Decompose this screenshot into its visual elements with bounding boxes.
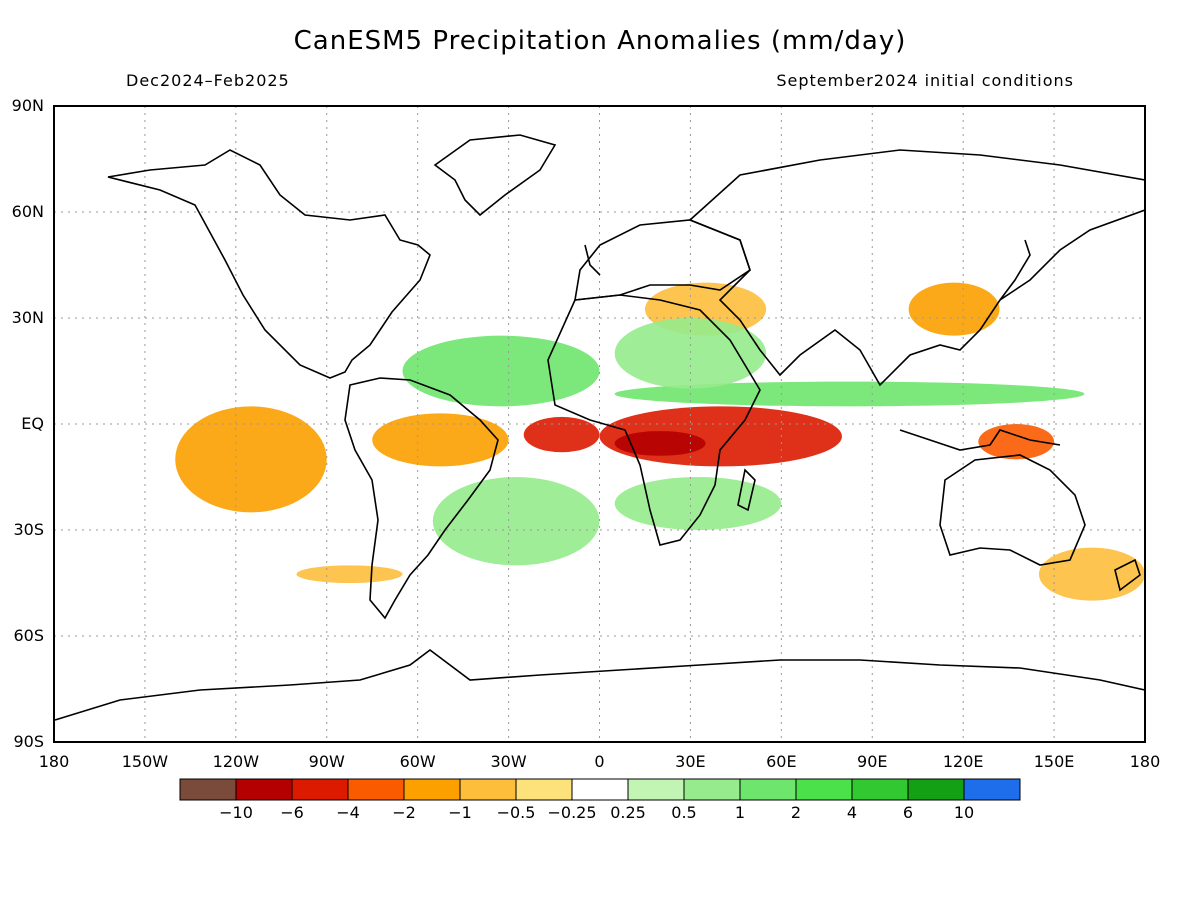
forecast-period: Dec2024–Feb2025 xyxy=(126,71,290,90)
coastline-australia xyxy=(939,454,1086,566)
coastline-europe xyxy=(574,219,751,301)
colorbar-swatch xyxy=(907,778,965,801)
colorbar-tick-label: −2 xyxy=(392,803,416,822)
longitude-label: 150E xyxy=(1033,752,1075,771)
longitude-label: 120E xyxy=(942,752,984,771)
anomaly-west-pacific-wet xyxy=(402,335,600,407)
colorbar-swatch xyxy=(571,778,629,801)
colorbar-swatch xyxy=(627,778,685,801)
colorbar-tick-label: 1 xyxy=(734,803,746,822)
colorbar-swatch xyxy=(683,778,741,801)
colorbar xyxy=(179,778,1021,801)
latitude-label: 90N xyxy=(11,96,44,115)
anomaly-north-pacific-wet xyxy=(614,318,767,389)
colorbar-swatch xyxy=(459,778,517,801)
longitude-label: 30W xyxy=(490,752,527,771)
coastline-indonesia xyxy=(899,429,1061,451)
coastline-antarctica xyxy=(54,649,1146,721)
map-frame xyxy=(53,105,1146,743)
longitude-label: 0 xyxy=(594,752,605,771)
anomaly-australia-wet xyxy=(432,477,600,566)
colorbar-tick-label: −0.5 xyxy=(496,803,536,822)
colorbar-tick-label: −4 xyxy=(336,803,360,822)
initial-conditions: September2024 initial conditions xyxy=(776,71,1074,90)
latitude-label: 60N xyxy=(11,202,44,221)
anomaly-southern-indian-dry xyxy=(296,565,403,584)
colorbar-tick-label: −0.25 xyxy=(547,803,597,822)
latitude-label: 90S xyxy=(13,732,44,751)
anomaly-western-indian-dry xyxy=(175,406,327,513)
colorbar-tick-label: 2 xyxy=(790,803,802,822)
longitude-label: 180 xyxy=(38,752,70,771)
anomaly-central-pacific-core xyxy=(614,431,706,456)
latitude-label: 30N xyxy=(11,308,44,327)
coastlines xyxy=(54,134,1146,721)
colorbar-swatch xyxy=(795,778,853,801)
colorbar-tick-label: 6 xyxy=(902,803,914,822)
coastline-uk xyxy=(584,244,601,276)
longitude-label: 180 xyxy=(1129,752,1161,771)
coastline-south-america xyxy=(344,377,499,620)
longitude-label: 90W xyxy=(308,752,345,771)
latitude-label: 60S xyxy=(13,626,44,645)
map-title: CanESM5 Precipitation Anomalies (mm/day) xyxy=(293,26,907,56)
colorbar-tick-label: 0.25 xyxy=(610,803,646,822)
coastline-africa xyxy=(547,294,761,546)
anomaly-itcz-wet xyxy=(614,381,1085,407)
colorbar-swatch xyxy=(515,778,573,801)
colorbar-swatch xyxy=(403,778,461,801)
longitude-label: 60W xyxy=(399,752,436,771)
colorbar-swatch xyxy=(851,778,909,801)
coastline-madagascar xyxy=(737,468,756,512)
anomaly-west-pacific-dry xyxy=(523,416,600,453)
coastline-greenland xyxy=(433,134,557,217)
colorbar-swatch xyxy=(291,778,349,801)
latitude-label: 30S xyxy=(13,520,44,539)
graticule xyxy=(54,106,1145,742)
colorbar-swatch xyxy=(235,778,293,801)
anomaly-shading xyxy=(175,282,1146,601)
colorbar-tick-label: 10 xyxy=(953,803,975,822)
longitude-label: 30E xyxy=(675,752,706,771)
longitude-label: 150W xyxy=(121,752,169,771)
colorbar-swatch xyxy=(739,778,797,801)
anomaly-north-atlantic-dry xyxy=(908,282,1000,336)
longitude-label: 60E xyxy=(766,752,797,771)
colorbar-swatch xyxy=(347,778,405,801)
colorbar-tick-label: −6 xyxy=(280,803,304,822)
colorbar-tick-label: 4 xyxy=(846,803,858,822)
colorbar-tick-label: −1 xyxy=(448,803,472,822)
longitude-label: 90E xyxy=(857,752,888,771)
colorbar-swatch xyxy=(179,778,237,801)
coastline-japan xyxy=(999,239,1031,301)
colorbar-tick-label: 0.5 xyxy=(671,803,697,822)
coastline-asia xyxy=(688,149,1146,387)
anomaly-indonesia-dry xyxy=(372,413,509,467)
longitude-label: 120W xyxy=(212,752,260,771)
colorbar-swatch xyxy=(963,778,1021,801)
coastline-north-america xyxy=(107,149,431,379)
latitude-label: EQ xyxy=(21,414,44,433)
anomaly-south-atlantic-dry xyxy=(1038,547,1146,601)
coastline-new-zealand xyxy=(1114,558,1141,592)
anomaly-south-pacific-wet xyxy=(614,477,782,530)
colorbar-tick-label: −10 xyxy=(219,803,253,822)
